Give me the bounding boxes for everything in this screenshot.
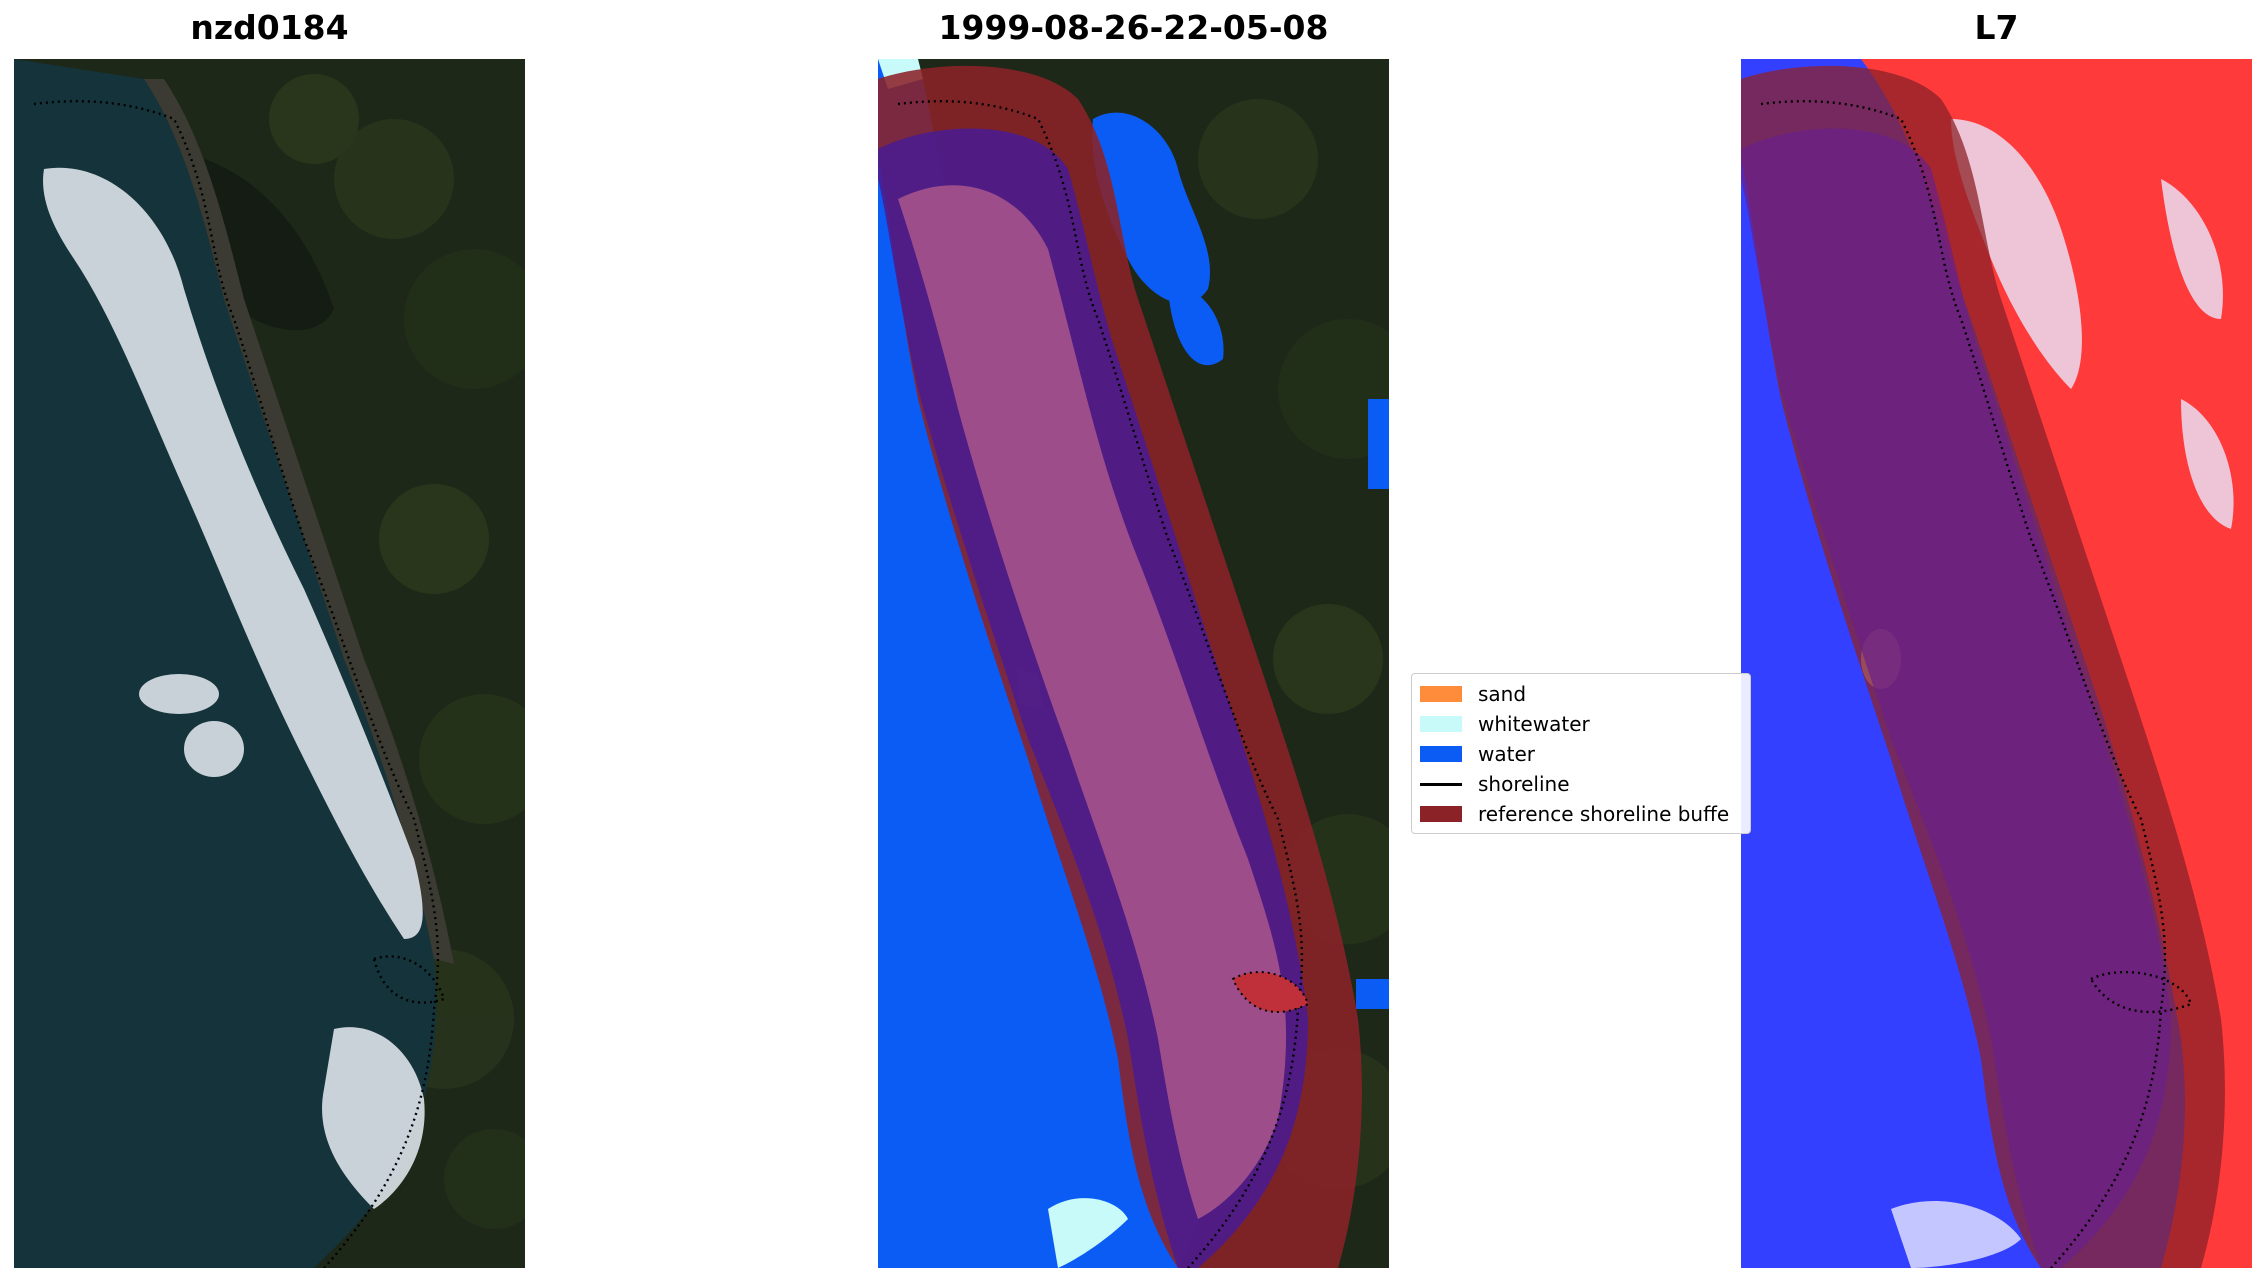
shoreline [33,100,440,1268]
shoreline-swatch [1420,783,1462,786]
panel-title-right: L7 [1974,8,2019,47]
legend-item-reference-buffer: reference shoreline buffe [1412,799,1750,829]
legend-item-sand: sand [1412,679,1750,709]
legend-item-water: water [1412,739,1750,769]
sand-swatch [1420,686,1462,702]
legend: sand whitewater water shoreline referenc… [1411,673,1751,834]
whitewater-swatch [1420,716,1462,732]
panel-title-left: nzd0184 [190,8,349,47]
legend-label-whitewater: whitewater [1478,712,1590,736]
classified-image [878,59,1389,1268]
rgb-image-panel [14,59,525,1268]
rgb-satellite-image [14,59,525,1268]
panel-title-center: 1999-08-26-22-05-08 [938,8,1329,47]
classification-panel [878,59,1389,1268]
legend-label-shoreline: shoreline [1478,772,1570,796]
legend-label-water: water [1478,742,1535,766]
legend-label-reference-buffer: reference shoreline buffe [1478,802,1730,826]
legend-item-shoreline: shoreline [1412,769,1750,799]
index-panel [1741,59,2252,1268]
legend-item-whitewater: whitewater [1412,709,1750,739]
water-swatch [1420,746,1462,762]
legend-label-sand: sand [1478,682,1527,706]
buffer-swatch [1420,806,1462,822]
index-image [1741,59,2252,1268]
